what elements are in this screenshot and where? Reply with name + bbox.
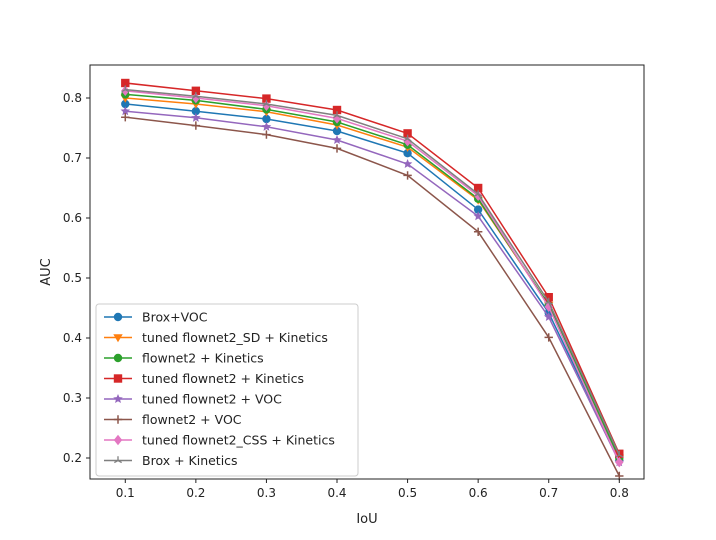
data-point: [191, 86, 201, 95]
data-point: [262, 99, 271, 107]
legend-label: tuned flownet2 + Kinetics: [142, 371, 304, 386]
x-tick-label: 0.7: [539, 486, 558, 500]
legend-item: Brox + Kinetics: [104, 453, 238, 468]
series-line: [125, 90, 620, 463]
data-point: [262, 94, 271, 103]
legend-item: flownet2 + VOC: [104, 412, 242, 427]
y-tick-label: 0.3: [63, 391, 82, 405]
data-point: [262, 130, 271, 139]
x-tick-label: 0.1: [116, 486, 135, 500]
legend-item: tuned flownet2_CSS + Kinetics: [104, 433, 335, 448]
data-point: [473, 183, 483, 193]
data-point: [121, 113, 130, 122]
data-point: [544, 301, 553, 312]
data-point: [474, 189, 483, 197]
data-point: [120, 106, 131, 116]
x-tick-label: 0.5: [398, 486, 417, 500]
y-tick-label: 0.6: [63, 211, 82, 225]
series-line: [125, 116, 620, 477]
data-point: [403, 134, 412, 142]
legend-item: tuned flownet2 + Kinetics: [104, 371, 304, 386]
x-tick-label: 0.8: [610, 486, 629, 500]
legend-label: tuned flownet2_CSS + Kinetics: [142, 433, 335, 448]
data-point: [191, 107, 201, 116]
series-3: [121, 78, 624, 458]
x-tick-label: 0.3: [257, 486, 276, 500]
data-point: [191, 112, 201, 122]
legend-marker: [113, 353, 123, 363]
data-point: [473, 227, 483, 236]
data-point: [615, 450, 624, 458]
legend-item: tuned flownet2 + VOC: [104, 392, 282, 407]
data-point: [191, 92, 200, 99]
data-point: [333, 111, 341, 119]
legend-item: flownet2 + Kinetics: [104, 351, 264, 366]
data-point: [121, 85, 130, 96]
y-axis: 0.2 0.3 0.4 0.5 0.6 0.7 0.8: [63, 91, 90, 465]
series-7: [121, 85, 624, 458]
x-tick-label: 0.6: [469, 486, 488, 500]
y-tick-label: 0.4: [63, 331, 82, 345]
data-point: [615, 457, 624, 468]
x-axis: 0.1 0.2 0.3 0.4 0.5 0.6 0.7 0.8: [116, 479, 629, 500]
data-point: [332, 135, 342, 145]
data-point: [121, 85, 130, 93]
legend-marker: [114, 456, 122, 464]
legend-marker: [113, 374, 123, 383]
legend: Brox+VOC tuned flownet2_SD + Kinetics flow…: [95, 303, 359, 477]
x-tick-label: 0.2: [186, 486, 205, 500]
legend-box: [95, 303, 359, 477]
legend-item: Brox+VOC: [104, 310, 208, 325]
y-tick-label: 0.5: [63, 271, 82, 285]
data-point: [121, 78, 130, 88]
data-point: [191, 121, 201, 130]
x-tick-label: 0.4: [327, 486, 346, 500]
plot-series: [120, 78, 625, 481]
data-point: [332, 105, 342, 115]
legend-label: flownet2 + VOC: [142, 412, 242, 427]
legend-marker: [113, 434, 123, 446]
data-point: [473, 205, 483, 214]
data-point: [544, 297, 553, 305]
x-axis-label: IoU: [356, 512, 377, 527]
legend-label: tuned flownet2 + VOC: [142, 392, 282, 407]
legend-label: tuned flownet2_SD + Kinetics: [142, 330, 328, 345]
legend-marker: [113, 334, 123, 343]
data-point: [543, 312, 554, 322]
plot-frame: [89, 64, 645, 480]
data-point: [473, 211, 483, 221]
series-4: [120, 106, 625, 467]
data-point: [403, 171, 412, 180]
data-point: [544, 293, 553, 302]
data-point: [262, 114, 271, 124]
legend-marker: [113, 394, 123, 404]
series-line: [125, 110, 620, 463]
legend-label: Brox+VOC: [142, 310, 208, 325]
data-point: [332, 144, 342, 153]
series-line: [125, 103, 620, 461]
y-tick-label: 0.2: [63, 451, 82, 465]
series-line: [125, 88, 620, 456]
data-point: [403, 149, 412, 158]
y-tick-label: 0.7: [63, 151, 82, 165]
legend-label: Brox + Kinetics: [142, 453, 238, 468]
data-point: [402, 159, 413, 169]
y-axis-label: AUC: [39, 258, 54, 286]
data-point: [403, 129, 412, 138]
y-tick-label: 0.8: [63, 91, 82, 105]
legend-marker: [113, 415, 123, 424]
data-point: [121, 99, 130, 109]
series-line: [125, 82, 620, 455]
data-point: [262, 100, 271, 111]
data-point: [261, 121, 272, 131]
legend-item: tuned flownet2_SD + Kinetics: [104, 330, 328, 345]
legend-label: flownet2 + Kinetics: [142, 351, 264, 366]
legend-marker: [113, 312, 123, 322]
data-point: [544, 333, 553, 342]
series-0: [121, 99, 624, 465]
data-point: [332, 126, 342, 136]
